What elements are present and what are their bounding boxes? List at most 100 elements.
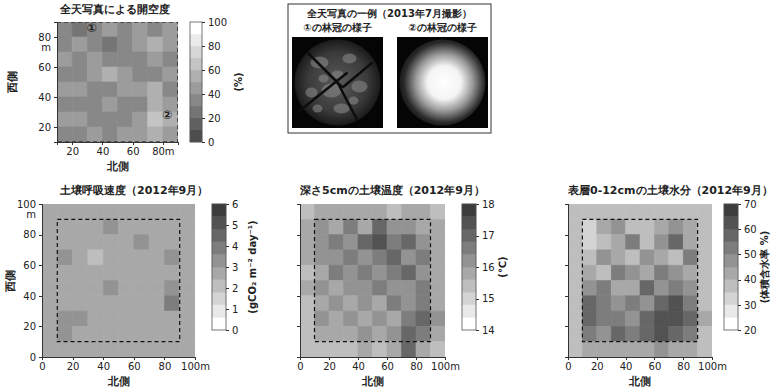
tick: 100	[202, 17, 227, 28]
tick: 0	[30, 352, 42, 363]
colorbar-band	[212, 280, 226, 293]
photo-background	[292, 37, 383, 128]
colorbar-band	[212, 292, 226, 305]
cell	[654, 342, 668, 357]
cell	[300, 296, 315, 311]
tick-label: 100m	[431, 361, 460, 372]
cell	[57, 127, 72, 142]
tick-label: 40	[744, 274, 757, 285]
cell	[669, 281, 683, 296]
cell	[640, 326, 654, 341]
plot-boundary	[57, 219, 179, 341]
cell	[640, 281, 654, 296]
cell	[149, 296, 164, 311]
tick-mark	[597, 357, 598, 360]
cell	[102, 97, 117, 112]
cell	[315, 342, 330, 357]
colorbar-band	[462, 317, 476, 330]
tick-mark	[738, 305, 741, 306]
colorbar-band	[190, 94, 202, 106]
cell	[164, 204, 179, 219]
axis-line	[39, 205, 43, 358]
cell	[134, 265, 149, 280]
colorbar-axis: 0123456	[226, 199, 238, 336]
cell	[402, 296, 417, 311]
cell	[373, 265, 388, 280]
cell	[57, 250, 72, 265]
tick-mark	[226, 267, 229, 268]
tick-mark	[329, 357, 330, 360]
cell	[669, 326, 683, 341]
tick-mark	[712, 357, 713, 360]
tick-label: 60	[744, 224, 757, 235]
axis-line	[297, 205, 301, 358]
tick: 60	[127, 142, 140, 157]
colorbar: 1415161718(℃)	[462, 199, 508, 336]
colorbar-band	[190, 82, 202, 94]
tick-mark	[654, 357, 655, 360]
cell	[582, 235, 596, 250]
tick-mark	[476, 330, 479, 331]
cell	[329, 219, 344, 234]
cell	[103, 326, 118, 341]
photo-gap	[313, 105, 323, 113]
tick-mark	[202, 94, 205, 95]
cell	[88, 265, 103, 280]
cell	[683, 281, 697, 296]
cell	[73, 219, 88, 234]
cell	[42, 250, 57, 265]
colorbar-axis: 1415161718	[476, 199, 495, 336]
cell	[73, 250, 88, 265]
tick-label: 100m	[698, 361, 727, 372]
colorbar: 203040506070(体積含水率 %)	[724, 199, 770, 336]
cell	[148, 37, 163, 52]
annotation: ①	[87, 21, 97, 35]
cell	[300, 326, 315, 341]
tick: 80	[410, 357, 423, 372]
cell	[329, 311, 344, 326]
tick-mark	[565, 204, 568, 205]
cell	[102, 67, 117, 82]
cell	[373, 219, 388, 234]
tick-mark	[202, 142, 205, 143]
cell	[373, 204, 388, 219]
cell	[163, 67, 178, 82]
tick-mark	[297, 235, 300, 236]
tick-mark	[102, 142, 103, 145]
cell	[180, 342, 195, 357]
tick: 80	[23, 229, 42, 240]
tick-mark	[387, 357, 388, 360]
cell	[42, 296, 57, 311]
cell	[133, 97, 148, 112]
tick-mark	[738, 254, 741, 255]
tick-mark	[476, 204, 479, 205]
cell	[416, 219, 431, 234]
cell	[103, 235, 118, 250]
cell	[88, 204, 103, 219]
tick: 0	[297, 357, 303, 372]
tick-label: 60	[208, 65, 221, 76]
cell	[344, 250, 359, 265]
axis-line	[565, 205, 569, 358]
cell	[568, 265, 582, 280]
tick-mark	[226, 225, 229, 226]
cell	[315, 219, 330, 234]
cell	[119, 326, 134, 341]
panel: 020406080100m表層0-12cmの土壌水分（2012年9月）北側203…	[565, 184, 773, 388]
colorbar-band	[212, 317, 226, 330]
cell	[431, 311, 446, 326]
photo	[397, 37, 488, 128]
cell	[402, 311, 417, 326]
cell	[149, 342, 164, 357]
colorbar-band	[462, 292, 476, 305]
cell	[57, 311, 72, 326]
cell	[431, 342, 446, 357]
tick-mark	[226, 204, 229, 205]
photo-branch	[298, 73, 348, 113]
tick-mark	[54, 37, 57, 38]
tick-mark	[476, 267, 479, 268]
cell	[431, 235, 446, 250]
photo-gap	[319, 75, 329, 83]
cell	[119, 281, 134, 296]
tick	[297, 235, 300, 236]
